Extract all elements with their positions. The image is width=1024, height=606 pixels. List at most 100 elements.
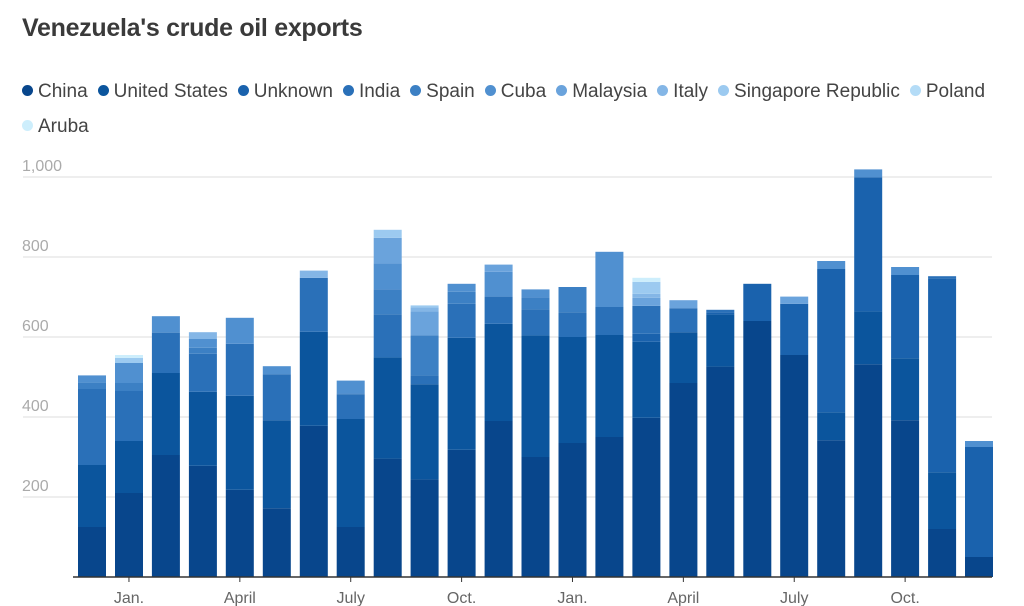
bar-segment-malaysia: [484, 264, 513, 272]
legend-label: United States: [113, 81, 228, 102]
x-tick-label: Jan.: [557, 590, 587, 606]
bar-segment-china: [558, 443, 587, 577]
bar-segment-italy: [299, 270, 328, 278]
bar-segment-united-states: [151, 373, 180, 455]
bar-segment-spain: [521, 297, 550, 310]
legend-item-cuba: Cuba: [484, 74, 546, 109]
bar-segment-singapore-republic: [632, 281, 661, 294]
bar-segment-cuba: [262, 366, 291, 375]
legend-swatch: [22, 85, 33, 96]
bar-segment-cuba: [78, 375, 106, 383]
bar-segment-china: [484, 421, 513, 577]
bar-segment-india: [632, 305, 661, 334]
bar-segment-india: [595, 307, 624, 335]
chart-title: Venezuela's crude oil exports: [22, 14, 363, 42]
bar-segment-united-states: [410, 384, 439, 480]
legend: China United States Unknown India Spain Cuba M…: [22, 74, 1002, 144]
bar-segment-unknown: [965, 447, 993, 557]
legend-label: Malaysia: [572, 81, 648, 102]
bar-segment-spain: [151, 332, 180, 333]
bar-segment-malaysia: [780, 296, 809, 304]
bar-segment-india: [188, 353, 217, 392]
bar-segment-unknown: [854, 177, 883, 312]
bar-segment-cuba: [891, 267, 920, 275]
bar-segment-united-states: [78, 465, 106, 527]
bar-segment-india: [928, 276, 957, 279]
bar-segment-china: [78, 527, 106, 577]
bar-segment-india: [115, 391, 143, 441]
bar-segment-aruba: [632, 277, 661, 282]
legend-item-aruba: Aruba: [22, 109, 89, 144]
bar-segment-china: [225, 489, 254, 577]
bar-segment-unknown: [817, 269, 846, 413]
legend-swatch: [342, 85, 354, 96]
bar-segment-spain: [447, 291, 476, 304]
bar-segment-cuba: [336, 380, 365, 394]
x-tick-label: July: [780, 590, 808, 606]
legend-label: Spain: [426, 81, 475, 102]
legend-item-unknown: Unknown: [237, 74, 333, 109]
bar-segment-china: [410, 479, 439, 577]
bar-segment-china: [891, 420, 920, 577]
bar-segment-spain: [336, 393, 365, 395]
bar-segment-united-states: [336, 419, 365, 527]
legend-swatch: [909, 85, 921, 96]
bar-segment-china: [743, 321, 772, 577]
bar-segment-singapore-republic: [373, 229, 402, 238]
bar-segment-italy: [632, 293, 661, 298]
legend-swatch: [410, 85, 422, 96]
bar-segment-india: [225, 343, 254, 396]
bar-segment-united-states: [188, 391, 217, 466]
bar-segment-cuba: [595, 251, 624, 307]
bar-segment-malaysia: [632, 297, 661, 306]
legend-item-poland: Poland: [909, 74, 985, 109]
legend-label: Aruba: [38, 116, 89, 137]
bar-segment-unknown: [632, 333, 661, 342]
legend-swatch: [556, 85, 568, 96]
bar-segment-united-states: [669, 332, 698, 383]
bar-segment-cuba: [373, 263, 402, 290]
bar-segment-cuba: [447, 283, 476, 292]
bar-segment-united-states: [373, 357, 402, 459]
bar-segment-unknown: [891, 275, 920, 359]
y-tick-label: 800: [22, 238, 49, 255]
legend-item-malaysia: Malaysia: [556, 74, 647, 109]
bar-segment-india: [669, 308, 698, 333]
bar-segment-singapore-republic: [410, 305, 439, 308]
legend-label: China: [38, 81, 88, 102]
bar-segment-malaysia: [410, 311, 439, 336]
bar-segment-cuba: [817, 261, 846, 269]
bar-segment-united-states: [447, 337, 476, 450]
x-tick-label: Oct.: [890, 590, 919, 606]
x-tick-label: Jan.: [114, 590, 144, 606]
legend-label: Unknown: [253, 81, 333, 102]
bar-segment-united-states: [484, 323, 513, 421]
bar-segment-india: [447, 303, 476, 338]
bar-segment-china: [188, 465, 217, 577]
bar-segment-united-states: [891, 358, 920, 421]
bar-segment-united-states: [115, 441, 143, 493]
bar-segment-united-states: [854, 311, 883, 365]
bar-segment-unknown: [928, 278, 957, 473]
bar-segment-india: [151, 333, 180, 373]
legend-item-spain: Spain: [410, 74, 475, 109]
y-tick-label: 200: [22, 478, 49, 495]
bar-segment-china: [706, 366, 735, 577]
bar-segment-india: [521, 309, 550, 336]
legend-item-united-states: United States: [97, 74, 228, 109]
bar-segment-spain: [78, 382, 106, 389]
legend-swatch: [22, 120, 33, 131]
bar-segment-india: [484, 296, 513, 324]
y-tick-label: 400: [22, 398, 49, 415]
bar-segment-china: [151, 455, 180, 577]
bar-segment-spain: [373, 289, 402, 315]
bar-segment-united-states: [262, 420, 291, 509]
bar-segment-china: [595, 437, 624, 577]
bar-segment-cuba: [965, 441, 993, 447]
bar-segment-italy: [410, 307, 439, 312]
bar-segment-unknown: [706, 312, 735, 315]
bar-segment-cuba: [115, 363, 143, 383]
bar-segment-india: [706, 309, 735, 313]
bar-segment-india: [373, 314, 402, 358]
